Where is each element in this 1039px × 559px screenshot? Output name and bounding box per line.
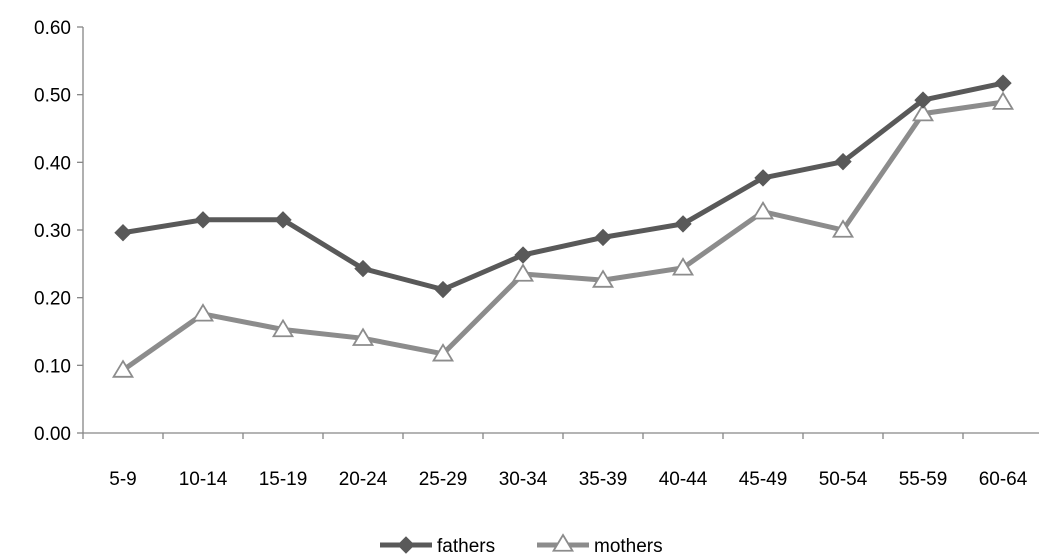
x-tick-label: 55-59 [899,469,948,490]
y-tick-label: 0.00 [34,424,71,445]
x-tick-label: 60-64 [979,469,1028,490]
legend-label: mothers [594,536,663,554]
data-point-diamond [754,169,772,187]
data-point-triangle [831,219,855,238]
x-tick-label: 10-14 [179,469,228,490]
series-mothers [111,91,1015,378]
data-point-diamond [594,228,612,247]
data-point-triangle [911,102,935,122]
series-layer [111,74,1015,378]
data-point-triangle [551,533,575,552]
data-point-diamond [354,259,372,278]
data-point-triangle [351,327,375,346]
data-point-triangle [511,263,535,282]
data-point-triangle [191,303,215,322]
x-tick-label: 30-34 [499,469,548,490]
series-fathers [114,74,1012,299]
y-tick-label: 0.20 [34,289,71,310]
series-line-fathers [120,80,1006,292]
y-tick-label: 0.10 [34,356,71,377]
data-point-triangle [991,91,1015,110]
x-tick-label: 50-54 [819,469,868,490]
data-point-diamond [514,246,532,264]
legend-item-mothers: mothers [537,533,663,557]
data-point-triangle [671,257,695,276]
x-tick-label: 40-44 [659,469,708,490]
data-point-triangle [271,318,295,338]
x-tick-label: 45-49 [739,469,788,490]
y-tick-label: 0.40 [34,153,71,174]
data-point-diamond [914,91,932,109]
axes: 0.00 0.10 0.20 0.30 0.40 0.50 0.60 5-9 10-14 15-1… [34,18,1039,490]
x-tick-label: 20-24 [339,469,388,490]
x-tick-label: 25-29 [419,469,468,490]
data-point-diamond [194,211,212,229]
data-point-diamond [674,215,692,233]
x-tick-label: 35-39 [579,469,628,490]
data-point-diamond [274,211,292,229]
data-point-triangle [751,200,775,220]
legend: fathers mothers [380,533,663,557]
data-point-triangle [591,269,615,288]
y-tick-label: 0.30 [34,221,71,242]
x-tick-label: 5-9 [109,469,136,490]
data-point-diamond [434,280,452,299]
y-tick-label: 0.60 [34,18,71,39]
legend-item-fathers: fathers [380,536,495,557]
data-point-triangle [111,359,135,378]
data-point-diamond [834,152,852,171]
data-point-diamond [994,74,1012,92]
series-line-mothers [120,99,1006,373]
data-point-diamond [397,536,415,554]
legend-label: fathers [437,536,495,554]
y-tick-label: 0.50 [34,86,71,107]
data-point-triangle [431,343,455,362]
data-point-diamond [114,223,132,242]
x-tick-label: 15-19 [259,469,308,490]
